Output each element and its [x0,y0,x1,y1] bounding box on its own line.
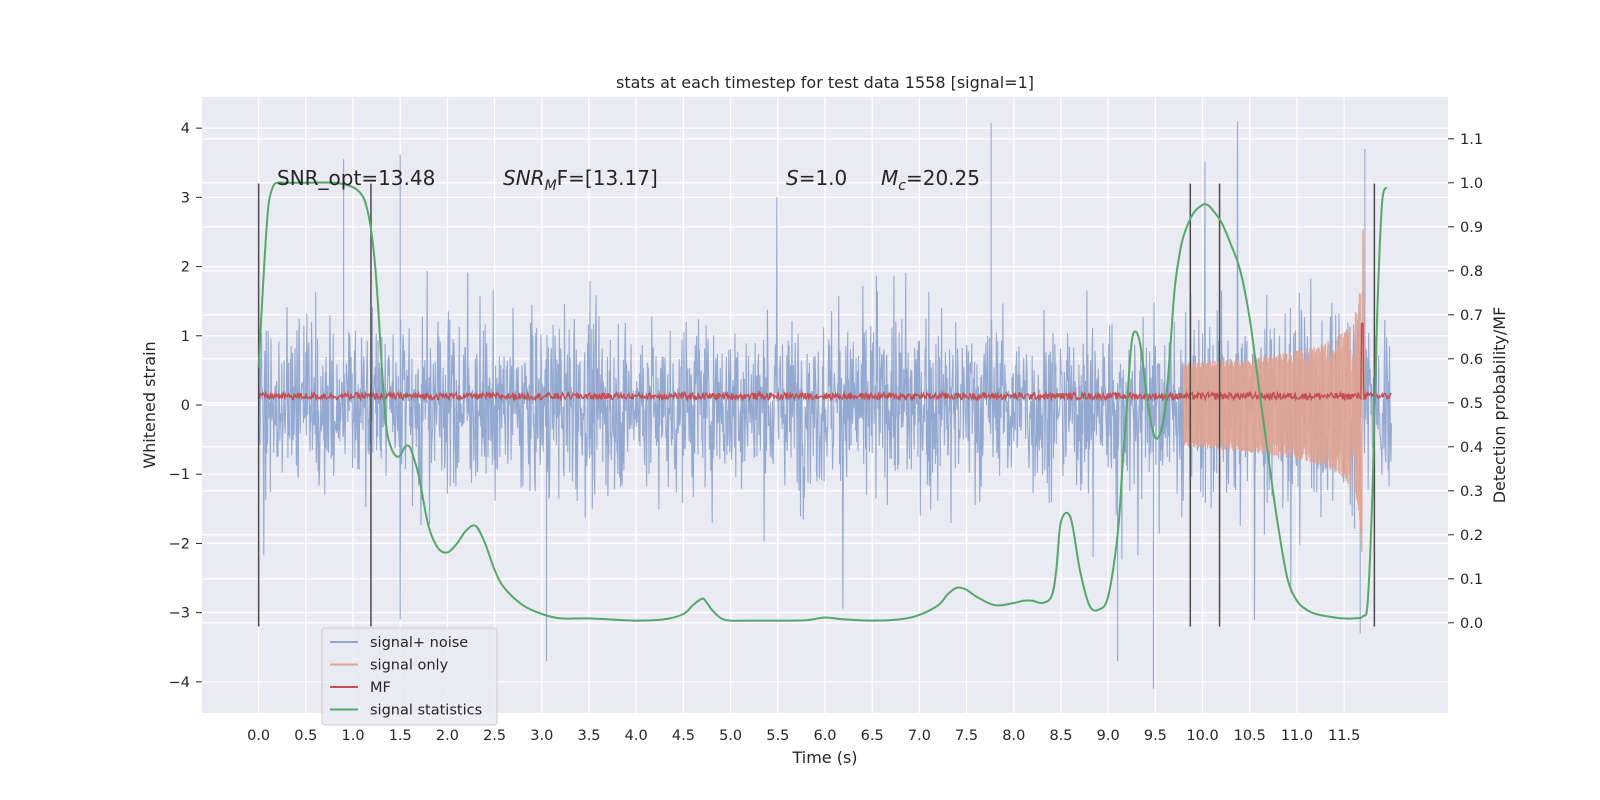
y-tick-label: −2 [169,536,190,552]
y2-tick-label: 0.9 [1460,220,1483,236]
chart-title: stats at each timestep for test data 155… [616,73,1034,92]
x-tick-label: 2.5 [483,728,506,744]
y-tick-label: 4 [181,121,190,137]
x-tick-label: 10.5 [1234,728,1266,744]
x-tick-label: 8.0 [1002,728,1025,744]
y-tick-label: −4 [169,675,190,691]
y-tick-label: 2 [181,260,190,276]
y-tick-label: 0 [181,398,190,414]
annotation-s-value: =1.0 [799,166,848,190]
y2-tick-label: 0.1 [1460,572,1483,588]
x-tick-label: 9.0 [1097,728,1120,744]
x-tick-label: 7.0 [908,728,931,744]
x-tick-label: 5.0 [719,728,742,744]
y-tick-label: 1 [181,329,190,345]
signal-statistics-line [257,181,1388,622]
annotation-s: S=1.0 [786,166,847,190]
annotation-mc-value: =20.25 [906,166,980,190]
y2-tick-label: 0.0 [1460,616,1483,632]
legend-label: MF [370,680,391,696]
annotation-snr-mf-subscript: M [545,178,557,194]
y2-tick-label: 1.0 [1460,176,1483,192]
annotation-snr-mf-symbol: SNR [503,166,545,190]
y2-axis-ticks: 1.1 1.0 0.9 0.8 0.7 0.6 0.5 0.4 0.3 0.2 0.1 0.0 [1448,132,1483,632]
y2-tick-label: 0.3 [1460,484,1483,500]
x-tick-label: 7.5 [955,728,978,744]
mf-series [258,322,1392,403]
x-tick-label: 9.5 [1144,728,1167,744]
x-tick-label: 0.0 [247,728,270,744]
annotation-snr-mf-value: F=[13.17] [557,166,658,190]
x-tick-label: 4.0 [625,728,648,744]
legend-label: signal only [370,658,449,674]
annotation-s-symbol: S [786,166,799,190]
legend-label: signal+ noise [370,635,468,651]
x-tick-label: 1.0 [341,728,364,744]
signal-statistics-series [257,181,1388,622]
x-tick-label: 0.5 [294,728,317,744]
y-tick-label: 3 [181,190,190,206]
x-tick-label: 6.5 [861,728,884,744]
x-tick-label: 3.0 [530,728,553,744]
x-tick-label: 4.5 [672,728,695,744]
y2-tick-label: 0.5 [1460,396,1483,412]
x-tick-label: 6.0 [813,728,836,744]
annotation-mc-subscript: c [898,178,906,194]
x-tick-label: 11.5 [1328,728,1360,744]
y-axis-ticks: 4 3 2 1 0 −1 −2 −3 −4 [169,121,202,691]
x-tick-label: 3.5 [577,728,600,744]
y2-tick-label: 0.7 [1460,308,1483,324]
signal-only-series [1183,229,1369,552]
x-tick-label: 11.0 [1281,728,1313,744]
y2-tick-label: 0.6 [1460,352,1483,368]
x-tick-label: 1.5 [389,728,412,744]
x-tick-label: 10.0 [1186,728,1218,744]
legend-box [321,627,498,726]
mf-line [258,322,1392,403]
signal-only-line [1183,229,1369,552]
y2-tick-label: 0.2 [1460,528,1483,544]
y2-tick-label: 0.4 [1460,440,1483,456]
x-axis-ticks: 0.0 0.5 1.0 1.5 2.0 2.5 3.0 3.5 4.0 4.5 5.0 5.5 6.0 6… [247,728,1360,744]
annotation-mc-symbol: M [881,166,898,190]
legend: signal+ noise signal only MF signal statist… [321,627,498,726]
y2-axis-label: Detection probability/MF [1490,307,1509,504]
x-tick-label: 8.5 [1049,728,1072,744]
x-axis-label: Time (s) [791,748,857,767]
x-tick-label: 5.5 [766,728,789,744]
y2-tick-label: 1.1 [1460,132,1483,148]
annotation-mc: Mc=20.25 [881,166,980,194]
y-tick-label: −1 [169,467,190,483]
annotation-snr-mf: SNRMF=[13.17] [503,166,658,194]
annotation-snr-opt: SNR_opt=13.48 [277,166,435,190]
y-tick-label: −3 [169,606,190,622]
y-axis-label: Whitened strain [140,341,159,468]
legend-label: signal statistics [370,703,482,719]
x-tick-label: 2.0 [436,728,459,744]
y2-tick-label: 0.8 [1460,264,1483,280]
